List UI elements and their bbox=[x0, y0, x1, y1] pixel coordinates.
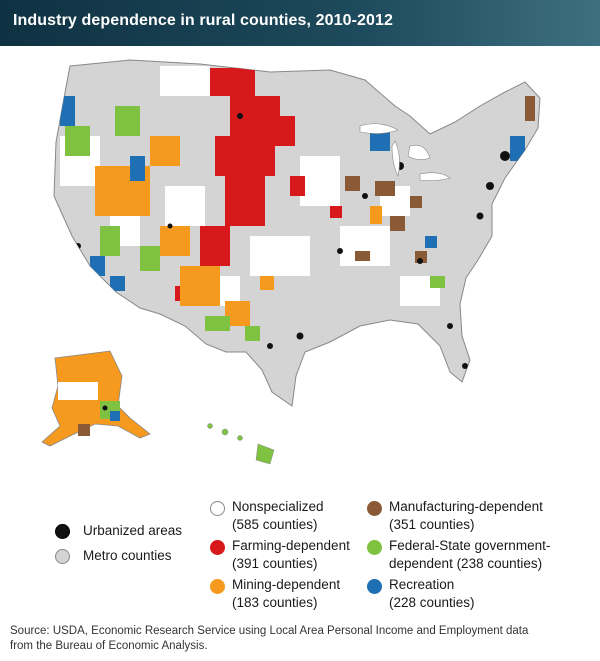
mining-swatch bbox=[210, 579, 225, 594]
farming-swatch bbox=[210, 540, 225, 555]
alaska bbox=[41, 350, 151, 447]
legend-nonspecialized: Nonspecialized (585 counties) bbox=[232, 499, 324, 532]
government-swatch bbox=[367, 540, 382, 555]
legend-urbanized-label: Urbanized areas bbox=[83, 523, 183, 538]
hawaii bbox=[207, 423, 275, 465]
legend-mining: Mining-dependent (183 counties) bbox=[232, 577, 341, 610]
map-area bbox=[0, 46, 600, 486]
metro-swatch bbox=[55, 549, 70, 564]
legend-manufacturing: Manufacturing-dependent (351 counties) bbox=[389, 499, 543, 532]
great-lakes bbox=[359, 123, 451, 181]
legend-recreation: Recreation (228 counties) bbox=[389, 577, 475, 610]
recreation-swatch bbox=[367, 579, 382, 594]
title-bar: Industry dependence in rural counties, 2… bbox=[0, 0, 600, 46]
legend-government: Federal-State government- dependent (238… bbox=[389, 538, 551, 571]
legend-metro-label: Metro counties bbox=[83, 548, 172, 563]
source-note: Source: USDA, Economic Research Service … bbox=[10, 625, 529, 652]
map-legend: Urbanized areas Metro counties Nonspecia… bbox=[0, 486, 600, 616]
manufacturing-swatch bbox=[367, 501, 382, 516]
urbanized-swatch bbox=[55, 524, 70, 539]
map-title: Industry dependence in rural counties, 2… bbox=[13, 12, 394, 29]
legend-farming: Farming-dependent (391 counties) bbox=[232, 538, 350, 571]
nonspecialized-swatch bbox=[210, 501, 225, 516]
us-county-map bbox=[41, 59, 541, 465]
